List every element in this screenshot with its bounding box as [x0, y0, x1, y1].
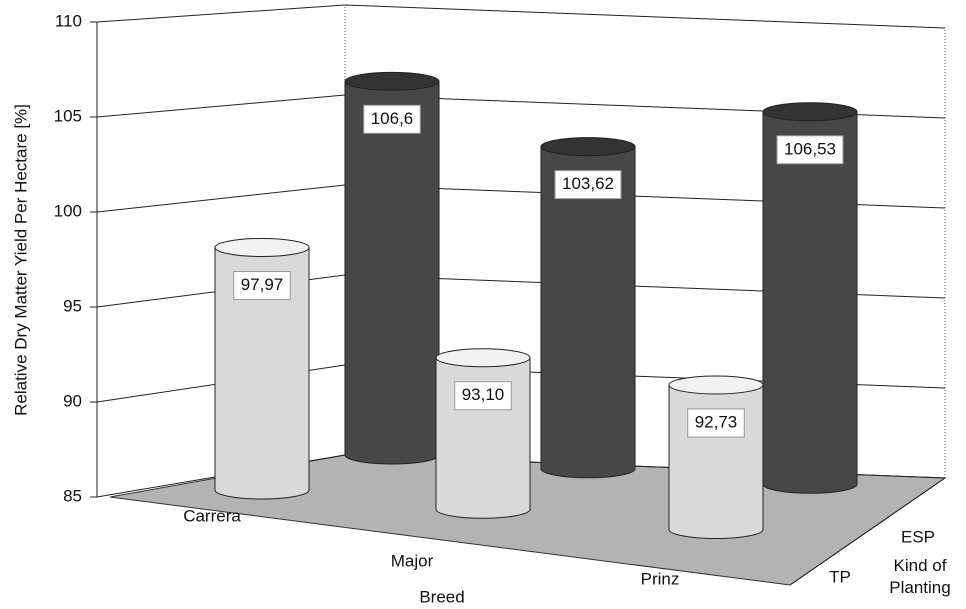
cylinder-top: [540, 137, 636, 157]
cylinder-top: [668, 375, 764, 395]
value-label-box: 92,73: [687, 408, 745, 438]
cylinder-body: [214, 246, 310, 500]
value-label-box: 106,6: [363, 104, 421, 134]
value-label: 93,10: [462, 385, 505, 404]
cylinder-body: [668, 384, 764, 539]
y-tick-label: 105: [54, 106, 82, 125]
y-axis-label: Relative Dry Matter Yield Per Hectare [%…: [11, 104, 30, 416]
cylinder: [540, 137, 636, 479]
z-tick-label: TP: [829, 567, 851, 586]
label-background: [776, 135, 844, 165]
value-label: 103,62: [562, 174, 614, 193]
cylinder: [435, 348, 531, 519]
y-tick-label: 100: [54, 201, 82, 220]
value-label: 106,53: [784, 139, 836, 158]
z-tick-label: ESP: [901, 527, 935, 546]
x-tick-label: Major: [391, 551, 434, 570]
value-label: 92,73: [695, 412, 738, 431]
x-tick-label: Prinz: [641, 569, 680, 588]
cylinder-body: [540, 146, 636, 479]
cylinder: [214, 237, 310, 500]
y-tick-label: 95: [63, 296, 82, 315]
label-background: [454, 381, 512, 411]
z-axis: [789, 477, 946, 586]
z-axis-label: Kind of Planting: [889, 556, 951, 597]
value-label-box: 93,10: [454, 381, 512, 411]
cylinder-top: [762, 102, 858, 122]
cylinder: [668, 375, 764, 539]
cylinder-top: [214, 237, 310, 257]
label-background: [363, 104, 421, 134]
label-background: [687, 408, 745, 438]
cylinder-body: [344, 80, 440, 465]
y-tick-label: 90: [63, 391, 82, 410]
cylinder-top: [344, 71, 440, 91]
x-tick-label: Carrera: [183, 506, 241, 525]
cylinder: [344, 71, 440, 465]
cylinder-top: [435, 348, 531, 368]
cylinder-body: [762, 111, 858, 494]
label-background: [233, 270, 291, 300]
value-label-box: 97,97: [233, 270, 291, 300]
value-label-box: 103,62: [554, 170, 622, 200]
y-tick-label: 110: [55, 11, 82, 30]
label-background: [554, 170, 622, 200]
cylinder: [762, 102, 858, 494]
value-label: 106,6: [371, 109, 414, 128]
value-label-box: 106,53: [776, 135, 844, 165]
value-label: 97,97: [241, 275, 284, 294]
grid-line: [96, 4, 946, 29]
y-tick-label: 85: [63, 486, 82, 505]
x-axis-label: Breed: [419, 587, 464, 606]
